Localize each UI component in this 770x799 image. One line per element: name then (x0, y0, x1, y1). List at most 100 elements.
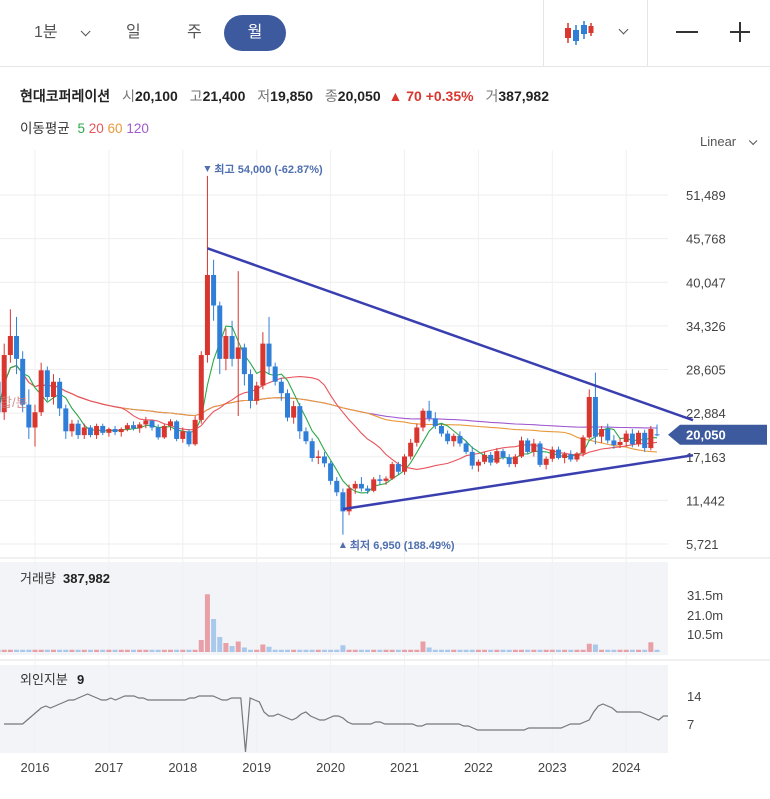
candle-body (44, 370, 50, 397)
candle-body (328, 463, 334, 481)
candle-body (321, 456, 327, 464)
volume-bar (124, 649, 130, 652)
candle-body (235, 347, 241, 359)
volume-bar (0, 649, 1, 652)
candle-body (334, 480, 340, 493)
candle-body (512, 456, 518, 465)
candle-body (87, 427, 93, 436)
volume-bar (426, 647, 432, 652)
volume-bar (204, 594, 210, 652)
candle-body (506, 457, 512, 465)
candle-body (75, 423, 81, 436)
candle-body (94, 425, 100, 436)
volume-bar (303, 649, 309, 652)
volume-bar (636, 649, 642, 652)
volume-bar (297, 649, 303, 652)
volume-bar (623, 649, 629, 652)
candle-body (358, 483, 364, 489)
candle-body (340, 492, 346, 512)
max-annotation: 최고 54,000 (-62.87%) (214, 162, 323, 176)
volume-bar (143, 649, 149, 652)
ma120-legend: 120 (126, 121, 149, 136)
year-tick-label: 2018 (168, 760, 197, 775)
scale-mode-label: Linear (700, 134, 737, 149)
volume-bar (315, 649, 321, 652)
volume-bar (167, 649, 173, 652)
candle-body (445, 433, 451, 442)
moving-average-legend[interactable]: 이동평균 5 20 60 120 (20, 117, 149, 137)
candle-body (531, 443, 537, 452)
volume-bar (543, 649, 549, 652)
ma20-legend: 20 (88, 121, 104, 136)
volume-bar (457, 649, 463, 652)
candle-body (272, 366, 278, 382)
low-label: 저 (257, 88, 271, 104)
tab-day[interactable]: 일 (126, 24, 141, 41)
candle-body (174, 421, 180, 439)
volume-label: 거 (485, 88, 499, 104)
candle-body (592, 396, 598, 437)
volume-bar (408, 649, 414, 652)
interval-minute-select[interactable]: 1분 (34, 18, 91, 42)
price-tick-label: 28,605 (686, 363, 726, 378)
candle-body (352, 483, 358, 489)
tab-month[interactable]: 월 (224, 15, 286, 51)
volume-bar (260, 644, 266, 652)
volume-bar (284, 649, 290, 652)
candle-body (248, 374, 254, 401)
chart-type-button[interactable] (562, 20, 642, 46)
volume-bar (87, 649, 93, 652)
volume-bar (469, 649, 475, 652)
volume-bar (346, 649, 352, 652)
volume-bar (488, 649, 494, 652)
candle-body (106, 429, 112, 433)
volume-bar (14, 649, 20, 652)
candle-body (574, 453, 580, 460)
volume-bar (106, 649, 112, 652)
candle-body (50, 381, 56, 397)
candle-body (167, 421, 173, 426)
volume-bar (402, 649, 408, 652)
toolbar-divider (543, 0, 544, 66)
volume-bar (272, 649, 278, 652)
volume-bar (432, 649, 438, 652)
candle-body (377, 479, 383, 481)
volume-bar (568, 649, 574, 652)
candle-body (204, 274, 210, 356)
volume-bar (7, 649, 13, 652)
candle-body (7, 335, 13, 356)
volume-bar (586, 643, 592, 652)
price-tick-label: 5,721 (686, 537, 719, 552)
zoom-out-button[interactable] (676, 31, 698, 33)
candle-body (605, 429, 611, 441)
candle-body (297, 406, 303, 432)
year-tick-label: 2022 (464, 760, 493, 775)
foreign-current: 9 (77, 672, 84, 687)
zoom-in-button[interactable] (730, 22, 750, 42)
foreign-tick-label: 7 (687, 717, 694, 732)
close-label: 종 (324, 88, 338, 104)
candle-body (278, 381, 284, 394)
candle-body (365, 488, 371, 491)
volume-bar (438, 649, 444, 652)
high-label: 고 (189, 88, 203, 104)
trendline (342, 453, 694, 511)
volume-bar (57, 649, 63, 652)
candle-body (500, 451, 506, 458)
min-marker (339, 542, 346, 548)
candle-body (57, 381, 63, 409)
volume-bar (475, 649, 481, 652)
volume-bar (254, 649, 260, 652)
volume-bar (334, 649, 340, 652)
plus-icon-vertical (739, 22, 741, 42)
candle-body (254, 385, 260, 401)
volume-bar (599, 649, 605, 652)
volume-bar (211, 619, 217, 652)
candle-body (32, 412, 38, 428)
scale-mode-select[interactable]: Linear (700, 134, 758, 149)
ma20-line (0, 364, 658, 470)
volume-bar (525, 649, 531, 652)
candle-body (562, 454, 568, 458)
tab-week[interactable]: 주 (187, 24, 202, 41)
